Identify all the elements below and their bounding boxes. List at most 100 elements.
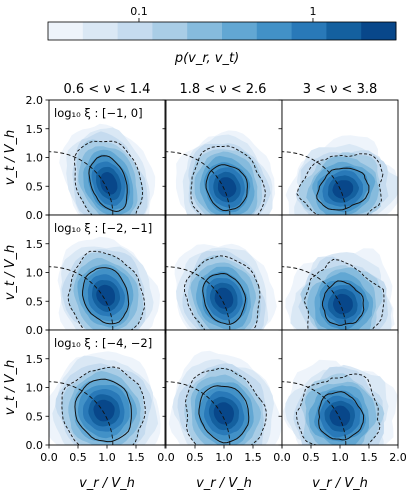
- x-axis-label-2: v_r / V_h: [196, 476, 252, 491]
- y-tick-label: 1.5: [26, 238, 44, 251]
- colorbar-tick-label-1: 0.1: [130, 5, 148, 18]
- colorbar-level-3: [117, 22, 153, 40]
- panel-r2-c3: [278, 214, 399, 334]
- solid-contour: [74, 378, 132, 443]
- density-layer: [49, 123, 156, 215]
- x-tick-label: 0.5: [69, 451, 87, 464]
- colorbar-level-7: [256, 22, 293, 40]
- x-tick-label: 1.5: [360, 451, 378, 464]
- colorbar-label: p(v_r, v_t): [174, 51, 239, 66]
- x-tick-label: 1.0: [98, 451, 116, 464]
- column-title-2: 1.8 < ν < 2.6: [180, 82, 267, 97]
- reference-curve: [166, 381, 231, 445]
- panel-r1-c3: [278, 99, 399, 219]
- row-label-3: log₁₀ ξ : [−4, −2]: [54, 336, 152, 350]
- x-tick-label: 0.0: [157, 451, 175, 464]
- dashed-contour: [296, 153, 384, 215]
- colorbar-level-8: [291, 22, 327, 40]
- solid-contour: [81, 267, 130, 325]
- solid-contour: [321, 280, 365, 326]
- density-level-10: [333, 293, 353, 315]
- density-level-10: [96, 284, 115, 307]
- column-titles: 0.6 < ν < 1.4 1.8 < ν < 2.6 3 < ν < 3.8: [64, 82, 378, 97]
- solid-contour: [198, 385, 250, 444]
- y-tick-label: 0.0: [26, 209, 44, 222]
- solid-contour: [202, 272, 247, 325]
- colorbar-level-1: [48, 22, 84, 40]
- colorbar-frame: [47, 21, 397, 41]
- dashed-contour: [67, 250, 145, 330]
- panel-r1-c2: [162, 99, 283, 219]
- x-tick-label: 1.0: [331, 451, 349, 464]
- column-title-3: 3 < ν < 3.8: [303, 82, 378, 97]
- y-tick-label: 1.0: [26, 152, 44, 165]
- y-tick-label: 0.5: [26, 295, 44, 308]
- row-label-2: log₁₀ ξ : [−2, −1]: [54, 221, 152, 235]
- colorbar-level-9: [326, 22, 362, 40]
- reference-curve: [282, 151, 347, 215]
- colorbar-level-4: [152, 22, 188, 40]
- dashed-contour: [295, 373, 381, 445]
- density-level-10: [213, 402, 234, 425]
- colorbar-level-6: [222, 22, 258, 40]
- dashed-contour: [74, 140, 144, 215]
- y-tick-label: 0.0: [26, 439, 44, 452]
- panel-r3-c2: [162, 329, 283, 449]
- density-level-10: [214, 287, 234, 309]
- density-layer: [49, 351, 161, 445]
- y-axis-label-1: v_t / V_h: [3, 130, 18, 186]
- row-label-1: log₁₀ ξ : [−1, 0]: [54, 106, 143, 120]
- panels: log₁₀ ξ : [−1, 0] log₁₀ ξ : [−2, −1] log₁₀…: [26, 94, 407, 464]
- panel-r2-c1: log₁₀ ξ : [−2, −1]: [45, 214, 166, 334]
- y-axis-labels: v_t / V_h v_t / V_h v_t / V_h: [3, 130, 18, 416]
- x-tick-label: 1.0: [215, 451, 233, 464]
- y-tick-label: 1.0: [26, 267, 44, 280]
- reference-curve: [282, 381, 347, 445]
- column-title-1: 0.6 < ν < 1.4: [64, 82, 151, 97]
- y-tick-label: 0.5: [26, 410, 44, 423]
- x-axis-label-3: v_r / V_h: [312, 476, 368, 491]
- x-axis-label-1: v_r / V_h: [79, 476, 135, 491]
- density-level-10: [93, 399, 115, 422]
- x-tick-label: 1.5: [127, 451, 145, 464]
- colorbar-tick-label-2: 1: [309, 5, 316, 18]
- y-tick-label: 2.0: [26, 94, 44, 107]
- x-axis-labels: v_r / V_h v_r / V_h v_r / V_h: [79, 476, 368, 491]
- panel-r2-c2: [162, 214, 283, 334]
- density-level-10: [217, 177, 237, 198]
- y-axis-label-2: v_t / V_h: [3, 245, 18, 301]
- solid-contour: [318, 391, 365, 441]
- y-axis-label-3: v_t / V_h: [3, 360, 18, 416]
- colorbar-level-2: [82, 22, 119, 40]
- reference-curve: [49, 151, 114, 215]
- colorbar: 0.1 1: [47, 5, 397, 41]
- dashed-contour: [184, 367, 267, 445]
- x-tick-label: 0.5: [186, 451, 204, 464]
- density-layer: [282, 135, 398, 215]
- density-layer: [282, 248, 395, 330]
- x-tick-label: 0.0: [273, 451, 291, 464]
- x-tick-label: 0.5: [302, 451, 320, 464]
- colorbar-level-10: [361, 22, 397, 40]
- y-tick-label: 0.5: [26, 180, 44, 193]
- y-tick-label: 0.0: [26, 324, 44, 337]
- dashed-contour: [303, 258, 385, 330]
- dashed-contour: [184, 255, 261, 330]
- reference-curve: [166, 266, 231, 330]
- y-tick-label: 1.5: [26, 123, 44, 136]
- y-tick-label: 1.0: [26, 382, 44, 395]
- density-layer: [49, 236, 160, 330]
- x-tick-label: 1.5: [244, 451, 262, 464]
- density-level-10: [329, 405, 351, 427]
- x-tick-label: 2.0: [389, 451, 407, 464]
- solid-contour: [316, 167, 370, 211]
- density-layer: [282, 359, 398, 445]
- dashed-contour: [190, 145, 266, 215]
- reference-curve: [282, 266, 347, 330]
- panel-r3-c1: log₁₀ ξ : [−4, −2]: [45, 329, 166, 449]
- solid-contour: [88, 155, 128, 213]
- reference-curve: [49, 381, 114, 445]
- density-layer: [166, 130, 276, 215]
